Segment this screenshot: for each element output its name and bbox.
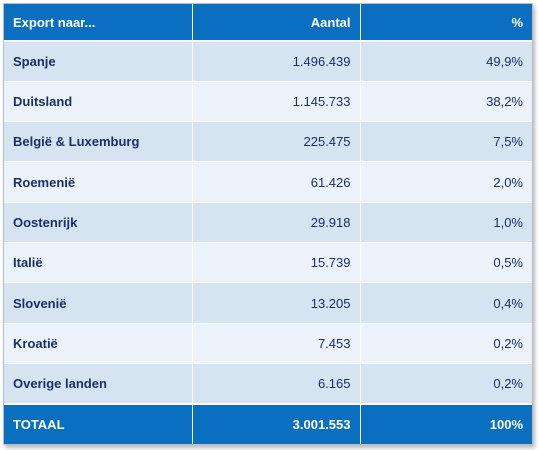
table-row: Roemenië 61.426 2,0% [4,161,532,203]
header-row: Export naar... Aantal % [4,4,532,42]
row-count: 7.453 [192,323,361,365]
export-table: Export naar... Aantal % Spanje 1.496.439… [4,4,532,444]
row-percent: 1,0% [360,202,532,244]
table-row: Kroatië 7.453 0,2% [4,323,532,365]
row-count: 1.496.439 [192,41,361,82]
row-count: 13.205 [192,282,361,324]
row-country: Kroatië [4,323,193,365]
row-count: 1.145.733 [192,81,361,123]
table-row: Duitsland 1.145.733 38,2% [4,81,532,123]
table-row: Oostenrijk 29.918 1,0% [4,202,532,244]
total-count: 3.001.553 [192,403,361,444]
row-country: Italië [4,242,193,284]
row-count: 15.739 [192,242,361,284]
table-row: Spanje 1.496.439 49,9% [4,41,532,82]
header-percent: % [360,4,532,42]
total-percent: 100% [360,403,532,444]
row-country: Roemenië [4,161,193,203]
row-percent: 7,5% [360,121,532,163]
total-label: TOTAAL [4,403,193,444]
header-count: Aantal [192,4,361,42]
row-count: 61.426 [192,161,361,203]
table-footer: TOTAAL 3.001.553 100% [4,403,532,444]
row-country: België & Luxemburg [4,121,193,163]
row-percent: 49,9% [360,41,532,82]
row-country: Overige landen [4,363,193,405]
row-country: Duitsland [4,81,193,123]
row-count: 29.918 [192,202,361,244]
table-row: Slovenië 13.205 0,4% [4,282,532,324]
table-body: Spanje 1.496.439 49,9% Duitsland 1.145.7… [4,41,532,405]
row-percent: 0,5% [360,242,532,284]
row-percent: 38,2% [360,81,532,123]
row-percent: 0,2% [360,323,532,365]
row-percent: 2,0% [360,161,532,203]
total-row: TOTAAL 3.001.553 100% [4,403,532,444]
table-row: België & Luxemburg 225.475 7,5% [4,121,532,163]
row-percent: 0,2% [360,363,532,405]
table-row: Overige landen 6.165 0,2% [4,363,532,405]
row-percent: 0,4% [360,282,532,324]
row-count: 6.165 [192,363,361,405]
export-table-frame: Export naar... Aantal % Spanje 1.496.439… [3,3,533,445]
table-header: Export naar... Aantal % [4,4,532,42]
table-row: Italië 15.739 0,5% [4,242,532,284]
header-country: Export naar... [4,4,193,42]
row-country: Spanje [4,41,193,82]
row-country: Oostenrijk [4,202,193,244]
row-country: Slovenië [4,282,193,324]
row-count: 225.475 [192,121,361,163]
